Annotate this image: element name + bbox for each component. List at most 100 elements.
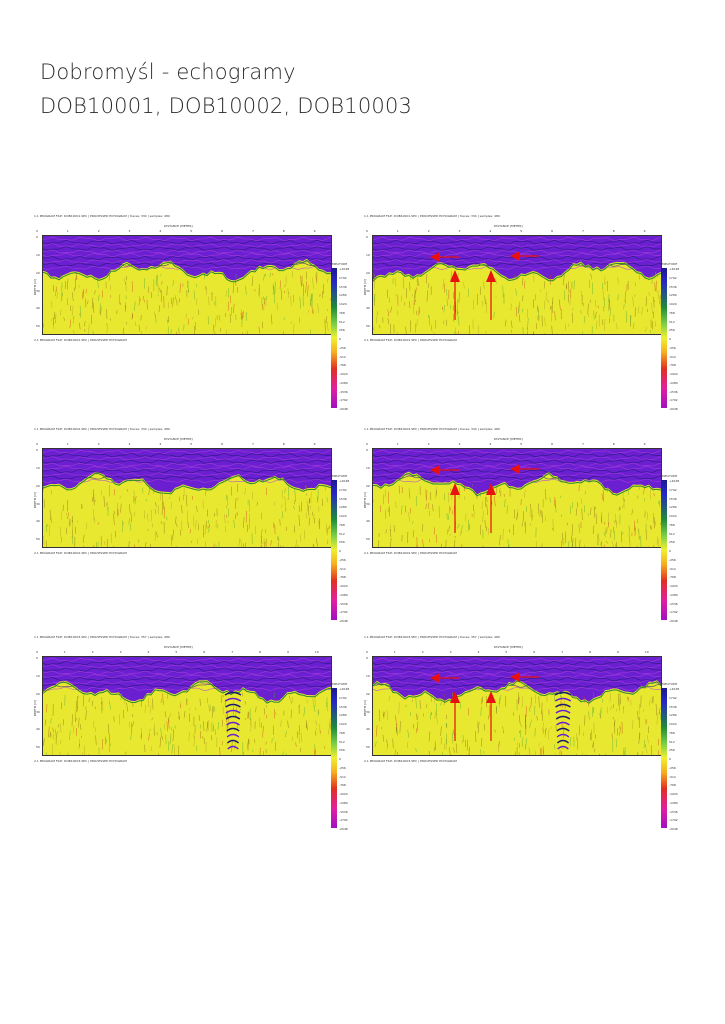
sediment-streak xyxy=(623,706,625,709)
sediment-streak xyxy=(166,721,168,732)
colorbar-tick-label: 256 xyxy=(339,748,345,753)
x-tick-label: 5 xyxy=(175,650,178,654)
sediment-streak xyxy=(495,277,497,285)
colorbar-tick-label: 1280 xyxy=(669,293,677,298)
sediment-streak xyxy=(552,527,554,532)
sediment-streak xyxy=(298,505,301,512)
sediment-streak xyxy=(404,505,407,513)
colorbar-tick-label: 1024 xyxy=(339,514,347,518)
sediment-streak xyxy=(505,319,507,327)
ridge-arc xyxy=(225,709,241,714)
colorbar-tick-label: -1024 xyxy=(669,584,678,588)
sediment-streak xyxy=(213,543,215,547)
y-tick-label: 50 xyxy=(366,324,370,329)
x-tick-label: 9 xyxy=(643,229,646,233)
sediment-streak xyxy=(122,327,124,334)
sediment-streak xyxy=(612,716,615,720)
sediment-streak xyxy=(179,496,181,502)
sediment-streak xyxy=(499,488,501,493)
colorbar-tick-label: -768 xyxy=(339,363,346,368)
sediment-streak xyxy=(511,320,513,329)
sediment-streak xyxy=(153,311,156,317)
x-tick-label: 4 xyxy=(147,650,150,654)
sediment-streak xyxy=(593,310,595,320)
sediment-streak xyxy=(172,297,174,308)
sediment-streak xyxy=(138,539,140,543)
water-reflection-band xyxy=(373,259,661,264)
sediment-streak xyxy=(57,731,59,734)
sediment-streak xyxy=(172,280,174,287)
sediment-streak xyxy=(568,540,570,547)
sediment-streak xyxy=(113,488,115,496)
sediment-streak xyxy=(545,291,547,301)
colorbar-tick-label: +2048 xyxy=(339,479,350,483)
x-tick-label: 9 xyxy=(616,650,619,654)
ridge-arc xyxy=(225,715,241,720)
sediment-streak xyxy=(428,731,431,742)
colorbar-tick-label: 1792 xyxy=(339,695,347,700)
sediment-streak xyxy=(85,709,87,721)
sediment-streak xyxy=(43,737,45,747)
sediment-streak xyxy=(166,516,168,521)
sediment-streak xyxy=(388,695,391,701)
sediment-streak xyxy=(290,709,292,719)
colorbar-tick-label: -256 xyxy=(339,345,346,350)
sediment-streak xyxy=(559,495,561,498)
water-reflection-band xyxy=(373,265,661,270)
sediment-streak xyxy=(67,278,69,290)
sediment-streak xyxy=(477,324,479,334)
sediment-streak xyxy=(93,720,95,728)
sediment-streak xyxy=(235,274,238,278)
sediment-streak xyxy=(593,506,595,518)
sediment-streak xyxy=(609,307,612,317)
sediment-streak xyxy=(623,747,625,755)
sediment-streak xyxy=(435,486,437,499)
sediment-streak xyxy=(67,512,69,520)
sediment-streak xyxy=(62,504,64,512)
sediment-streak xyxy=(462,734,464,742)
sediment-streak xyxy=(243,752,245,755)
colorbar-tick-label: -2048 xyxy=(669,407,678,411)
sediment-streak xyxy=(59,273,62,279)
echogram-image xyxy=(373,236,661,334)
sediment-streak xyxy=(504,695,506,707)
sediment-streak xyxy=(330,298,331,302)
sediment-streak xyxy=(623,304,625,310)
y-tick-label: 10 xyxy=(36,673,40,678)
sediment-streak xyxy=(245,717,247,721)
sediment-streak xyxy=(93,509,95,521)
sediment-streak xyxy=(618,693,620,706)
sediment-streak xyxy=(528,707,531,713)
sediment-streak xyxy=(597,305,599,309)
sediment-streak xyxy=(67,752,69,755)
sediment-streak xyxy=(159,492,162,501)
sediment-streak xyxy=(100,306,102,316)
sediment-streak xyxy=(251,276,254,286)
colorbar-title: AMPLITUDE xyxy=(330,682,348,686)
sediment-streak xyxy=(203,737,205,745)
distance-axis-label: DISTANCE [METER] xyxy=(494,645,523,649)
y-tick-label: 30 xyxy=(366,288,370,293)
sediment-streak xyxy=(656,713,659,725)
sediment-streak xyxy=(52,727,54,733)
water-reflection-band xyxy=(43,465,331,471)
sediment-streak xyxy=(498,697,500,705)
sediment-streak xyxy=(530,697,532,709)
sediment-streak xyxy=(281,511,283,519)
arrow-up-icon xyxy=(486,691,496,741)
sediment-streak xyxy=(82,534,85,544)
ridge-arc xyxy=(556,739,570,744)
y-tick-label: 0 xyxy=(36,235,38,239)
sediment-streak xyxy=(399,721,401,734)
sediment-streak xyxy=(159,287,161,293)
water-reflection-band xyxy=(43,670,331,675)
x-tick-label: 4 xyxy=(159,442,162,446)
sediment-streak xyxy=(159,736,161,748)
sediment-streak xyxy=(222,694,225,698)
depth-axis-label: DEPTH [m] xyxy=(33,278,37,295)
sediment-streak xyxy=(583,315,586,324)
colorbar-tick-label: 768 xyxy=(339,730,345,735)
sediment-streak xyxy=(256,501,258,506)
sediment-streak xyxy=(173,743,175,755)
y-tick-label: 10 xyxy=(366,252,370,257)
